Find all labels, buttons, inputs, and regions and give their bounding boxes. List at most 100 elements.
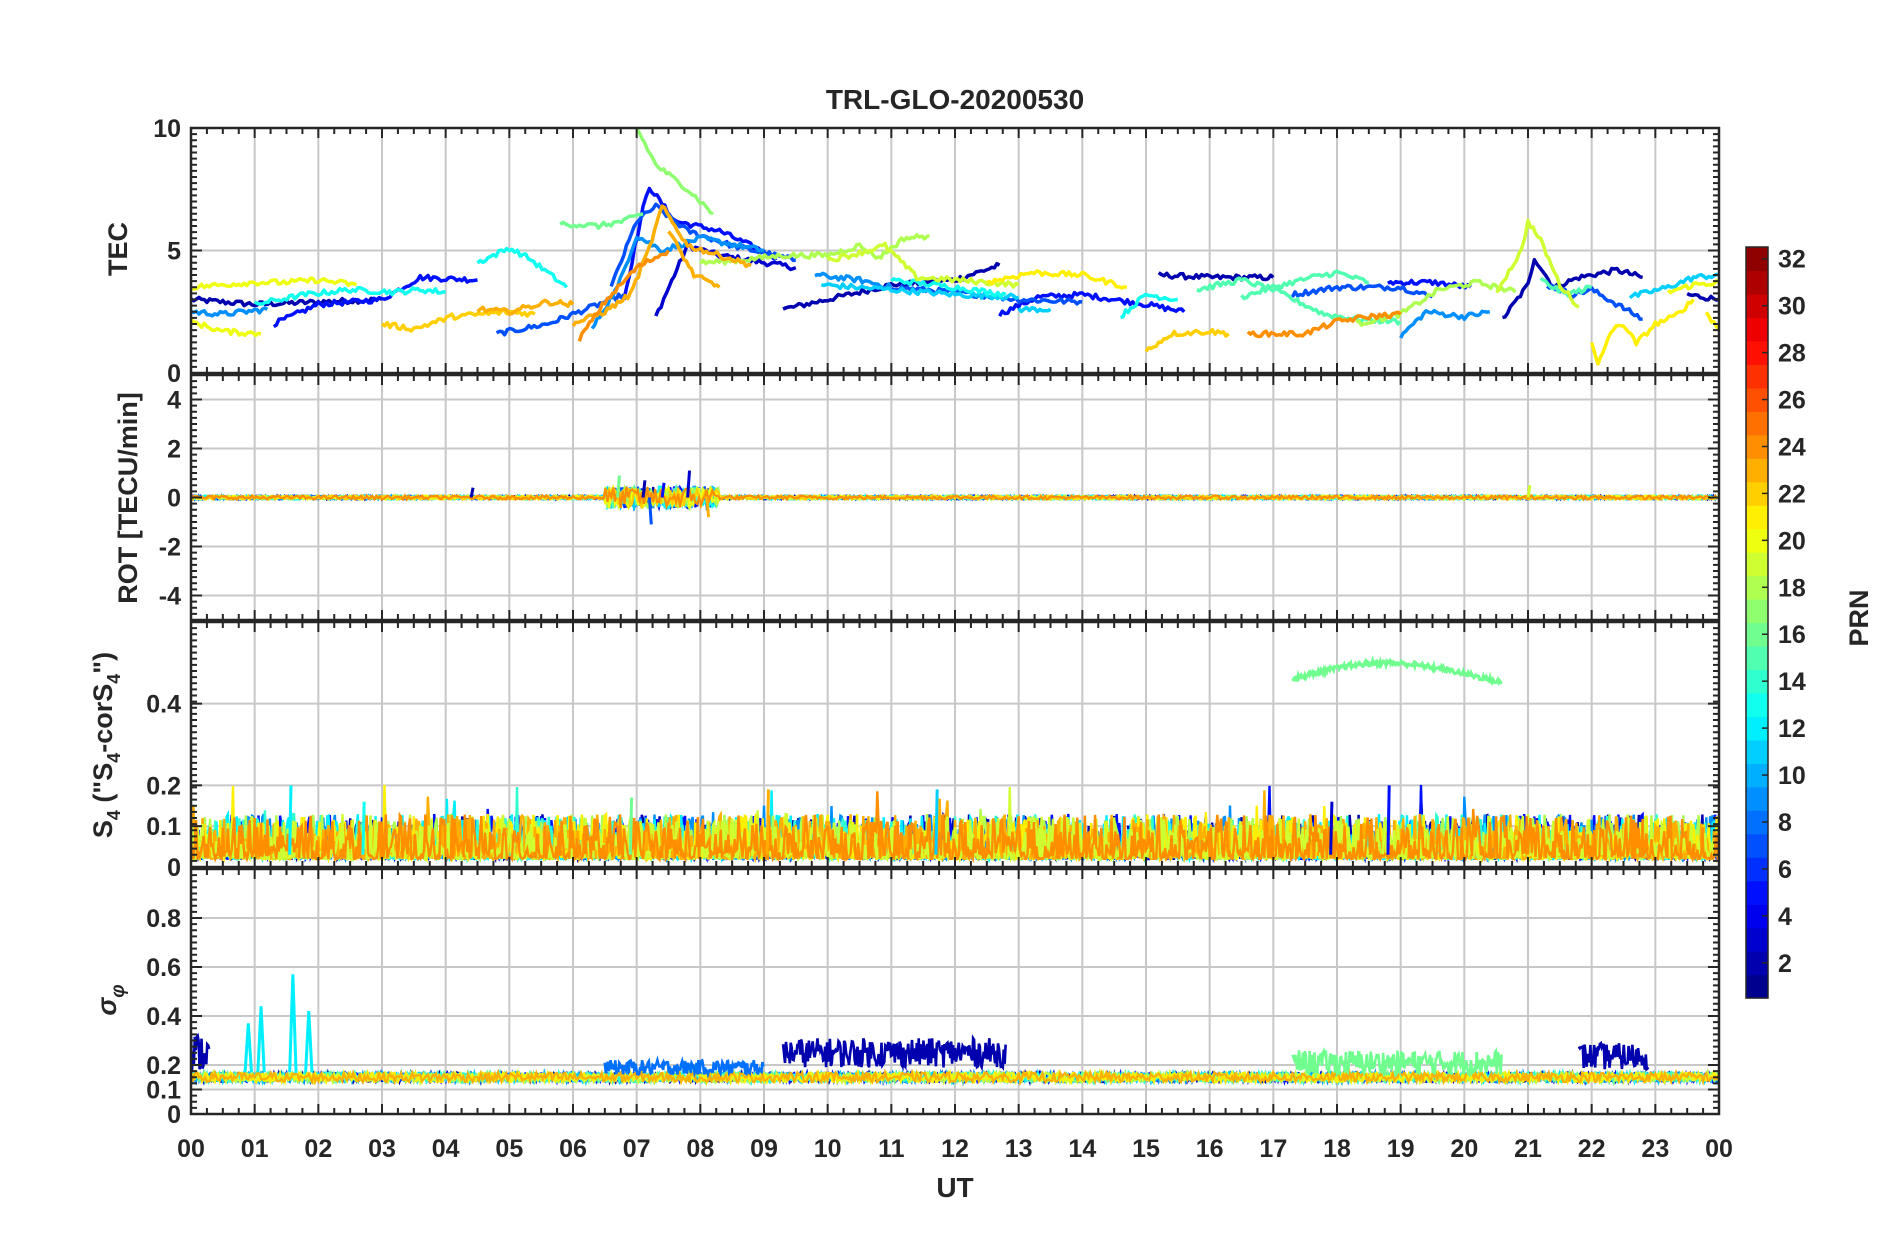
tec-series-prn-13 [890, 277, 1007, 299]
x-tick-label: 14 [1068, 1135, 1096, 1163]
y-tick-label: 0.4 [146, 1003, 181, 1031]
rot-ylabel: ROT [TECU/min] [113, 392, 143, 603]
y-tick-label: -4 [159, 583, 181, 611]
x-tick-label: 19 [1387, 1135, 1415, 1163]
x-tick-label: 00 [1705, 1135, 1733, 1163]
tec-series-prn-24 [577, 249, 670, 342]
tec-series-prn-21 [986, 269, 1128, 290]
colorbar-swatch-prn-14 [1746, 669, 1768, 694]
colorbar-tick-label: 32 [1778, 246, 1806, 274]
tec-series-prn-13 [253, 285, 446, 306]
x-tick-label: 00 [177, 1135, 205, 1163]
sigma-band-prn-8 [603, 1055, 765, 1079]
sigma-phi-ylabel: σφ [92, 984, 129, 1015]
colorbar-swatch-prn-22 [1746, 481, 1768, 506]
colorbar-tick-label: 4 [1778, 903, 1792, 931]
y-tick-label: 0.6 [146, 954, 181, 982]
x-tick-label: 01 [241, 1135, 269, 1163]
tec-series-prn-19 [826, 241, 1020, 289]
y-tick-label: 0.8 [146, 905, 181, 933]
tec-series-prn-22 [380, 308, 536, 333]
tec-series-prn-16 [559, 212, 644, 230]
colorbar-swatch-prn-21 [1746, 505, 1768, 530]
colorbar-swatch-prn-13 [1746, 692, 1768, 717]
tec-series-prn-18 [1355, 278, 1517, 327]
plot-area [191, 128, 1719, 366]
tec-series-prn-9 [814, 271, 893, 290]
tec-series-prn-13 [1120, 292, 1178, 320]
colorbar-swatch-prn-28 [1746, 340, 1768, 365]
tec-series-prn-11 [1628, 272, 1719, 300]
tec-series-prn-23 [667, 230, 721, 289]
colorbar-swatch-prn-11 [1746, 739, 1768, 764]
colorbar-swatch-prn-17 [1746, 599, 1768, 624]
x-tick-label: 09 [750, 1135, 778, 1163]
y-tick-label: 10 [153, 115, 181, 143]
y-tick-label: 0 [167, 360, 181, 388]
x-tick-label: 23 [1641, 1135, 1669, 1163]
x-tick-label: 12 [941, 1135, 969, 1163]
tec-series-prn-2 [1157, 271, 1275, 282]
colorbar-swatch-prn-1 [1746, 974, 1768, 999]
colorbar-swatch-prn-3 [1746, 927, 1768, 952]
x-tick-label: 08 [686, 1135, 714, 1163]
x-tick-label: 02 [304, 1135, 332, 1163]
y-tick-label: 0.1 [146, 813, 181, 841]
colorbar-swatch-prn-8 [1746, 810, 1768, 835]
s4-spike-prn-23 [765, 789, 770, 855]
sigma-band-prn-2 [781, 1034, 1007, 1072]
colorbar-tick-label: 22 [1778, 480, 1806, 508]
rot-spike-prn-7 [647, 497, 653, 525]
rot-series-prn-24 [191, 485, 1719, 510]
tec-series-prn-22 [1144, 327, 1230, 353]
colorbar-tick-label: 30 [1778, 293, 1806, 321]
x-tick-label: 15 [1132, 1135, 1160, 1163]
x-tick-label: 07 [623, 1135, 651, 1163]
colorbar-tick-label: 28 [1778, 340, 1806, 368]
colorbar-frame [1745, 246, 1769, 999]
colorbar-swatch-prn-5 [1746, 880, 1768, 905]
colorbar-tick-label: 12 [1778, 715, 1806, 743]
colorbar-swatch-prn-25 [1746, 411, 1768, 436]
tec-series-prn-5 [272, 273, 478, 329]
sigma-band-prn-2 [1577, 1040, 1650, 1072]
x-tick-label: 06 [559, 1135, 587, 1163]
x-tick-label: 10 [814, 1135, 842, 1163]
colorbar-swatch-prn-18 [1746, 575, 1768, 600]
colorbar-tick-label: 6 [1778, 856, 1792, 884]
colorbar-swatch-prn-30 [1746, 293, 1768, 319]
colorbar-swatch-prn-9 [1746, 786, 1768, 811]
tec-series-prn-23 [571, 204, 752, 327]
plot-area [191, 470, 1719, 525]
sigma-spike-prn-12 [243, 1023, 253, 1073]
colorbar-swatch-prn-19 [1746, 552, 1768, 577]
colorbar-tick-label: 10 [1778, 762, 1806, 790]
x-tick-label: 05 [495, 1135, 523, 1163]
tec-series-prn-2 [1502, 257, 1644, 320]
x-tick-label: 13 [1005, 1135, 1033, 1163]
tec-series-prn-24 [1246, 310, 1402, 339]
y-tick-label: 2 [167, 436, 181, 464]
tec-series-prn-11 [1017, 305, 1052, 314]
colorbar-tick-label: 26 [1778, 387, 1806, 415]
colorbar-swatch-prn-29 [1746, 317, 1768, 342]
colorbar-swatch-prn-24 [1746, 434, 1768, 459]
sigma-phi-panel: σφ 00.10.2 0.4 0.6 0.8 [92, 867, 1721, 1129]
s4-ylabel: S4 ("S4-corS4") [88, 652, 124, 838]
tec-panel: TEC 0 5 10 [103, 115, 1721, 388]
x-axis: 00 01 02 03 04 05 06 07 08 09 10 11 12 13 14 15 16 17 18 19… [177, 1135, 1733, 1163]
x-axis-label: UT [936, 1172, 973, 1203]
rot-spike-prn-3 [686, 470, 692, 498]
colorbar-swatch-prn-32 [1746, 247, 1768, 272]
colorbar-swatch-prn-7 [1746, 833, 1768, 858]
colorbar-label: PRN [1844, 589, 1874, 646]
tec-series-prn-9 [191, 306, 269, 318]
s4-spike-prn-5 [1386, 785, 1391, 855]
y-tick-label: 4 [167, 387, 181, 415]
y-tick-label: 0 [167, 1101, 181, 1129]
colorbar-tick-label: 18 [1778, 574, 1806, 602]
y-tick-label: 5 [167, 238, 181, 266]
y-tick-label: -2 [159, 534, 181, 562]
s4-spike-prn-13 [361, 801, 366, 855]
colorbar-tick-label: 24 [1778, 433, 1806, 461]
